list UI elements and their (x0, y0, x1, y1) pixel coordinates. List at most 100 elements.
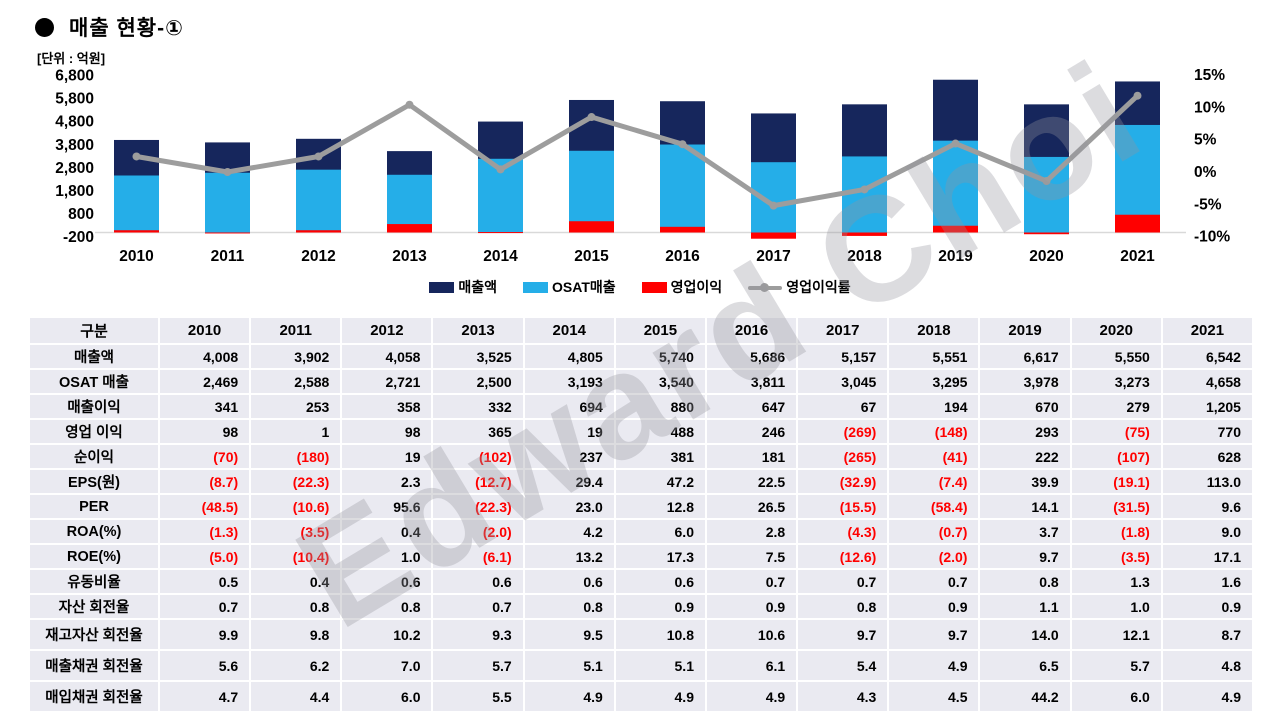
op-margin-point (223, 168, 232, 176)
table-cell: 0.7 (889, 570, 979, 593)
bar-op-income-segment (387, 224, 432, 233)
table-cell: 488 (615, 420, 705, 443)
table-cell: (0.7) (889, 520, 979, 543)
bar-osat-segment (387, 174, 432, 233)
table-cell: (48.5) (160, 495, 250, 518)
table-cell: (2.0) (433, 520, 523, 543)
table-cell: (41) (889, 445, 979, 468)
table-cell: 4,805 (524, 345, 614, 368)
table-cell: 770 (1162, 420, 1252, 443)
table-cell: 10.6 (706, 620, 797, 649)
table-cell: 4.2 (524, 520, 614, 543)
op-margin-point (132, 152, 141, 161)
row-label: EPS(원) (30, 470, 158, 493)
table-cell: 0.7 (160, 595, 250, 618)
bar-op-income-segment (296, 230, 341, 233)
op-margin-point (405, 100, 414, 109)
table-cell: 4.9 (524, 682, 614, 711)
table-cell: 1.1 (980, 595, 1070, 618)
table-cell: 6,617 (980, 345, 1070, 368)
table-cell: 2,469 (160, 370, 250, 393)
y-axis-tick: 4,800 (55, 114, 94, 131)
table-cell: 0.8 (524, 595, 614, 618)
table-cell: 9.5 (524, 620, 614, 649)
table-cell: 44.2 (980, 682, 1070, 711)
table-header-year: 2017 (798, 318, 888, 343)
table-header-year: 2012 (342, 318, 432, 343)
table-cell: 6.0 (342, 682, 432, 711)
table-cell: (19.1) (1071, 470, 1161, 493)
table-cell: 3.7 (980, 520, 1070, 543)
table-cell: 0.4 (342, 520, 432, 543)
op-margin-point (951, 139, 960, 148)
bar-op-income-segment (842, 232, 887, 236)
table-cell: (3.5) (251, 520, 341, 543)
table-cell: (7.4) (889, 470, 979, 493)
x-axis-year-label: 2020 (1029, 248, 1063, 265)
table-cell: (4.3) (798, 520, 888, 543)
table-cell: 0.4 (251, 570, 341, 593)
op-margin-line (134, 93, 1140, 209)
table-cell: 694 (524, 395, 614, 418)
row-label: 매출이익 (30, 395, 158, 418)
table-cell: 5,551 (889, 345, 979, 368)
table-cell: 9.3 (433, 620, 523, 649)
op-margin-point (587, 113, 596, 122)
table-cell: 9.0 (1162, 520, 1252, 543)
bar-op-income-segment (1115, 214, 1160, 233)
table-cell: (12.7) (433, 470, 523, 493)
x-axis-year-label: 2021 (1120, 248, 1155, 265)
table-cell: 1.0 (1071, 595, 1161, 618)
table-cell: 8.7 (1162, 620, 1252, 649)
x-axis-year-label: 2012 (301, 248, 335, 265)
table-cell: 0.5 (160, 570, 250, 593)
legend-item-op-margin: 영업이익률 (748, 277, 851, 297)
right-axis-tick: -5% (1194, 196, 1222, 213)
table-cell: (180) (251, 445, 341, 468)
bar-op-income-segment (933, 225, 978, 233)
table-cell: 4.8 (1162, 651, 1252, 680)
table-cell: 3,273 (1071, 370, 1161, 393)
chart-legend: 매출액 OSAT매출 영업이익 영업이익률 (0, 277, 1280, 297)
y-axis-tick: 6,800 (55, 68, 94, 85)
table-cell: 5,740 (615, 345, 705, 368)
table-cell: 3,193 (524, 370, 614, 393)
row-label: 자산 회전율 (30, 595, 158, 618)
table-cell: 358 (342, 395, 432, 418)
table-cell: (12.6) (798, 545, 888, 568)
row-label: 영업 이익 (30, 420, 158, 443)
table-cell: 4,658 (1162, 370, 1252, 393)
table-cell: 19 (342, 445, 432, 468)
table-cell: 3,295 (889, 370, 979, 393)
table-cell: 5.1 (524, 651, 614, 680)
table-cell: 9.7 (798, 620, 888, 649)
op-margin-point (1042, 177, 1051, 186)
right-axis-tick: 10% (1194, 99, 1225, 116)
table-cell: 95.6 (342, 495, 432, 518)
table-cell: 9.7 (889, 620, 979, 649)
y-axis-tick: -200 (63, 229, 94, 246)
op-margin-line-icon (748, 282, 783, 293)
table-cell: (8.7) (160, 470, 250, 493)
legend-label: 영업이익 (670, 279, 723, 295)
bar-op-income-segment (1024, 232, 1069, 235)
table-cell: 3,978 (980, 370, 1070, 393)
table-cell: 332 (433, 395, 523, 418)
table-header-label: 구분 (30, 318, 158, 343)
table-cell: 0.7 (433, 595, 523, 618)
table-cell: (2.0) (889, 545, 979, 568)
bar-op-income-segment (569, 221, 614, 233)
unit-label: [단위 : 억원] (37, 51, 106, 66)
table-cell: 9.9 (160, 620, 250, 649)
table-cell: 0.8 (251, 595, 341, 618)
table-header-year: 2020 (1071, 318, 1161, 343)
table-cell: (6.1) (433, 545, 523, 568)
table-cell: 9.7 (980, 545, 1070, 568)
table-cell: (75) (1071, 420, 1161, 443)
x-axis-year-label: 2011 (211, 248, 245, 265)
table-cell: 0.6 (524, 570, 614, 593)
table-cell: (1.8) (1071, 520, 1161, 543)
table-cell: (102) (433, 445, 523, 468)
row-label: 매출채권 회전율 (30, 651, 158, 680)
